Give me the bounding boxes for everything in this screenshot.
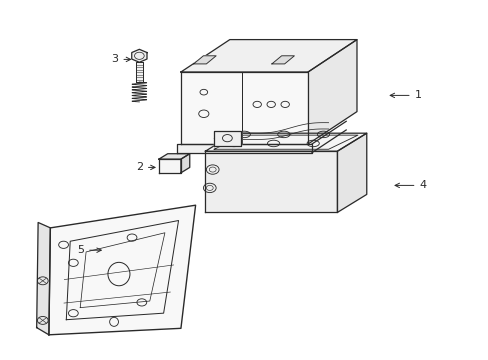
Text: 1: 1 [389,90,421,100]
Polygon shape [159,154,189,159]
Polygon shape [205,133,366,151]
Polygon shape [181,40,356,72]
Polygon shape [49,205,195,335]
Polygon shape [131,49,147,62]
Text: 2: 2 [136,162,155,172]
Polygon shape [271,56,294,64]
Polygon shape [177,144,311,153]
Polygon shape [181,154,189,173]
Polygon shape [337,133,366,212]
Polygon shape [193,56,216,64]
Polygon shape [181,72,307,144]
Polygon shape [136,62,142,82]
Polygon shape [37,222,50,335]
Polygon shape [214,131,240,146]
Text: 4: 4 [394,180,426,190]
Polygon shape [159,159,181,173]
Polygon shape [307,40,356,144]
Text: 5: 5 [77,245,101,255]
Polygon shape [205,151,337,212]
Text: 3: 3 [111,54,130,64]
